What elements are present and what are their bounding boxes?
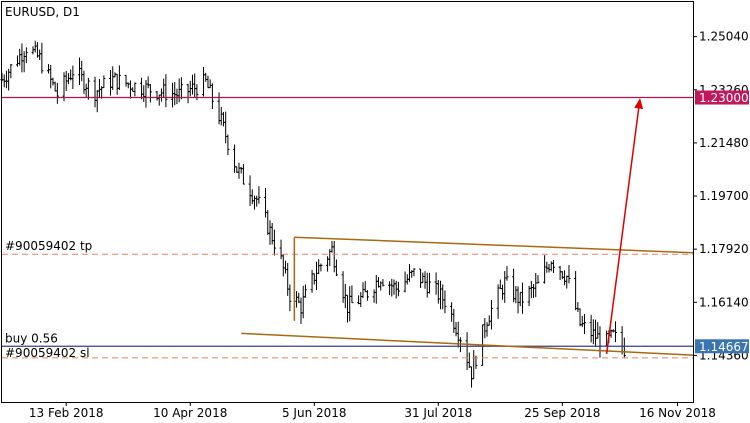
time-axis-label: 25 Sep 2018 [524,406,600,420]
candle [9,63,13,79]
candle [257,186,261,204]
buy-order-label: buy 0.56 [5,331,58,345]
candle [396,281,400,297]
candle [210,83,214,110]
candle [489,299,493,330]
plot-frame [1,1,694,403]
time-axis-label: 10 Apr 2018 [153,406,227,420]
candle [24,47,28,64]
candle [613,321,617,343]
candle [319,263,323,272]
candle [536,275,540,284]
candle [55,82,59,104]
candle [133,82,137,97]
candle [71,65,75,90]
time-axis-label: 31 Jul 2018 [404,406,472,420]
price-axis[interactable]: 1.250401.232601.214801.197001.179201.161… [693,30,749,363]
candle [505,266,509,281]
candle [551,260,555,274]
time-axis-label: 16 Nov 2018 [639,406,716,420]
price-axis-label: 1.17920 [699,242,749,256]
candle [365,290,369,301]
candle [288,284,292,312]
candle [381,279,385,287]
current-price-tag: 1.14667 [695,339,749,354]
candle [334,259,338,277]
forecast-arrow[interactable] [605,98,644,355]
price-axis-label: 1.16140 [699,295,749,309]
candle [40,42,44,74]
candle [303,284,307,298]
candle [520,282,524,314]
candle [86,77,90,100]
candle [427,272,431,294]
candle [241,163,245,185]
price-axis-label: 1.19700 [699,189,749,203]
candle [117,65,121,91]
channel-upper-trendline[interactable] [294,236,694,254]
candle [226,134,230,156]
time-axis[interactable]: 13 Feb 2018 10 Apr 2018 5 Jun 2018 31 Jul 2… [29,402,716,420]
target-price-tag-value: 1.23000 [699,91,749,105]
candle [164,74,168,108]
candle [102,75,106,89]
chart-title: EURUSD, D1 [5,5,80,19]
candle [350,285,354,304]
candle [148,84,152,103]
candle [567,265,571,284]
time-axis-label: 13 Feb 2018 [29,406,104,420]
candle [458,337,462,353]
candle [179,77,183,100]
candle [582,314,586,335]
candle [412,268,416,277]
stop-loss-label: #90059402 sl [5,346,90,360]
take-profit-label: #90059402 tp [5,239,92,253]
candle [443,290,447,314]
candle [272,229,276,256]
current-price-tag-value: 1.14667 [699,340,749,354]
target-price-tag: 1.23000 [695,90,749,105]
channel-lower-trendline[interactable] [241,332,694,356]
price-axis-label: 1.21480 [699,136,749,150]
time-axis-label: 5 Jun 2018 [282,406,347,420]
candles-group [0,40,626,388]
price-axis-label: 1.25040 [699,30,749,44]
